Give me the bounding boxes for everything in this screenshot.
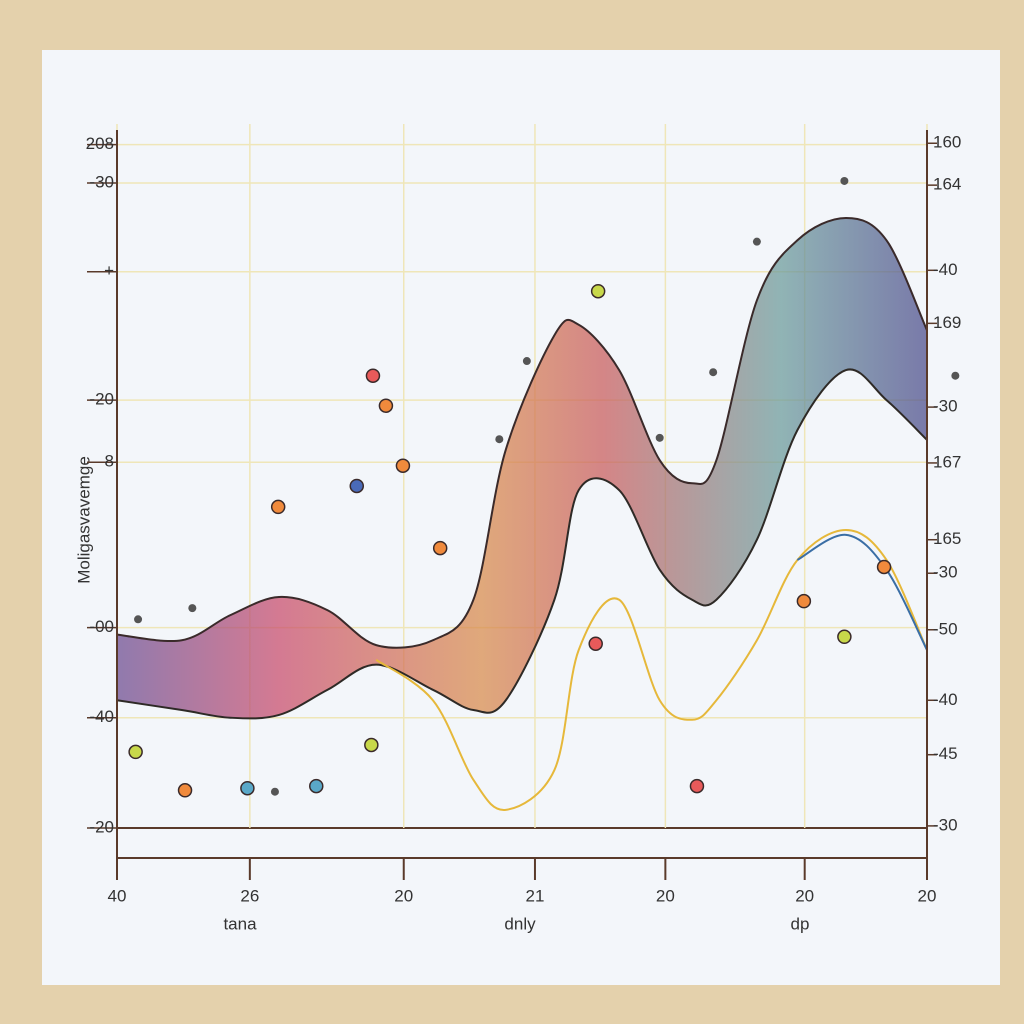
y2-tick-label: -30: [933, 563, 958, 582]
point: [951, 371, 960, 380]
series-line: [796, 533, 928, 651]
y2-tick-label: 167: [933, 452, 961, 471]
point: [378, 398, 394, 413]
y-tick-label: -20: [89, 817, 114, 836]
y2-tick-label: 169: [933, 313, 961, 332]
point: [177, 783, 193, 798]
y2-tick-label: 160: [933, 133, 961, 152]
point: [796, 593, 812, 609]
point: [588, 636, 603, 651]
point: [689, 778, 705, 794]
x-tick-label: 26: [240, 886, 259, 905]
point: [876, 559, 892, 575]
y-tick-label: -30: [89, 173, 114, 192]
y-tick-label: +: [104, 261, 114, 280]
y-tick-label: 8: [105, 452, 114, 471]
point: [270, 499, 286, 515]
point: [432, 540, 448, 556]
point: [495, 435, 504, 444]
x-tick-label: 20: [918, 886, 937, 905]
y2-tick-label: -45: [933, 744, 958, 763]
point: [270, 787, 279, 796]
y-tick-label: -00: [89, 617, 114, 636]
point: [837, 629, 852, 644]
point: [309, 778, 324, 794]
y2-tick-label: 164: [933, 175, 961, 194]
x-axis-label: tana: [223, 914, 257, 933]
y-tick-label: -20: [89, 390, 114, 409]
y2-tick-label: -30: [933, 815, 958, 834]
point: [188, 604, 197, 613]
x-tick-label: 20: [394, 886, 413, 905]
y2-tick-label: 165: [933, 529, 961, 548]
x-axis-label: dp: [791, 914, 810, 933]
point: [134, 615, 143, 624]
y-tick-label: -40: [89, 707, 114, 726]
point: [364, 737, 379, 753]
y-axis-label: Moligasvavemge: [74, 456, 93, 584]
y2-tick-label: -40: [933, 260, 958, 279]
y2-tick-label: -30: [933, 397, 958, 416]
x-tick-label: 40: [108, 886, 127, 905]
point: [655, 433, 664, 442]
y2-tick-label: -50: [933, 619, 958, 638]
point: [709, 368, 718, 377]
point: [840, 176, 849, 185]
series-line: [116, 216, 928, 649]
series-line: [375, 528, 928, 811]
y-tick-label: 208: [86, 134, 114, 153]
x-tick-label: 20: [656, 886, 675, 905]
point: [240, 780, 255, 796]
x-tick-label: 21: [525, 886, 544, 905]
point: [590, 283, 606, 299]
series-line: [116, 368, 928, 720]
x-tick-label: 20: [795, 886, 814, 905]
x-axis-label: dnly: [504, 914, 536, 933]
point: [752, 237, 761, 246]
y2-tick-label: -40: [933, 690, 958, 709]
point: [128, 744, 143, 760]
band-area: [117, 217, 927, 719]
point: [522, 357, 531, 366]
point: [395, 458, 411, 473]
point: [349, 478, 365, 494]
point: [365, 368, 381, 383]
